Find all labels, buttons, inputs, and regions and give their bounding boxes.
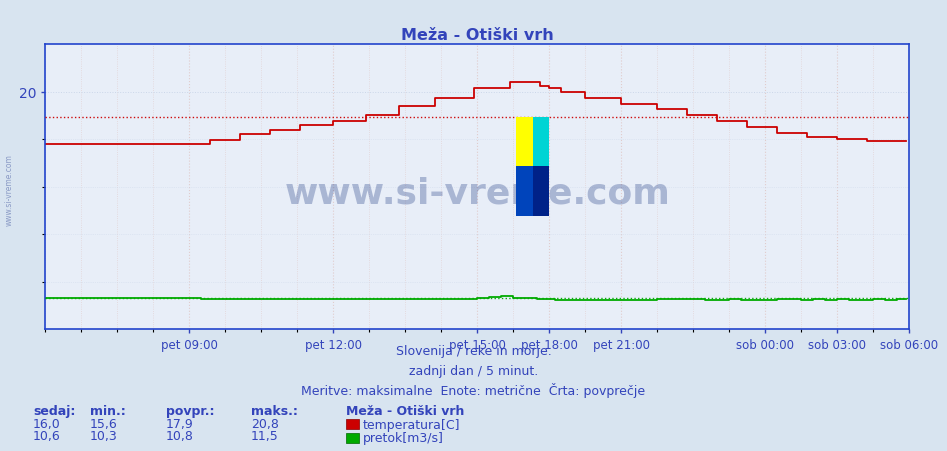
- Bar: [533, 117, 549, 167]
- Text: 15,6: 15,6: [90, 417, 117, 430]
- Bar: [516, 117, 533, 167]
- Text: 11,5: 11,5: [251, 429, 278, 442]
- Text: 10,8: 10,8: [166, 429, 193, 442]
- Text: Slovenija / reke in morje.: Slovenija / reke in morje.: [396, 344, 551, 357]
- Bar: [533, 167, 549, 216]
- Bar: [346, 419, 359, 429]
- Text: temperatura[C]: temperatura[C]: [363, 418, 460, 431]
- Text: povpr.:: povpr.:: [166, 404, 214, 417]
- Text: min.:: min.:: [90, 404, 126, 417]
- Text: 10,3: 10,3: [90, 429, 117, 442]
- Text: zadnji dan / 5 minut.: zadnji dan / 5 minut.: [409, 364, 538, 377]
- Text: 16,0: 16,0: [33, 417, 61, 430]
- Title: Meža - Otiški vrh: Meža - Otiški vrh: [401, 28, 554, 42]
- Text: pretok[m3/s]: pretok[m3/s]: [363, 432, 443, 444]
- Text: 20,8: 20,8: [251, 417, 278, 430]
- Text: www.si-vreme.com: www.si-vreme.com: [5, 153, 14, 226]
- Text: sedaj:: sedaj:: [33, 404, 76, 417]
- Text: Meža - Otiški vrh: Meža - Otiški vrh: [346, 404, 464, 417]
- Bar: [346, 433, 359, 443]
- Text: Meritve: maksimalne  Enote: metrične  Črta: povprečje: Meritve: maksimalne Enote: metrične Črta…: [301, 382, 646, 398]
- Text: 17,9: 17,9: [166, 417, 193, 430]
- Text: maks.:: maks.:: [251, 404, 297, 417]
- Text: 10,6: 10,6: [33, 429, 61, 442]
- Text: www.si-vreme.com: www.si-vreme.com: [284, 176, 670, 210]
- Bar: [516, 167, 533, 216]
